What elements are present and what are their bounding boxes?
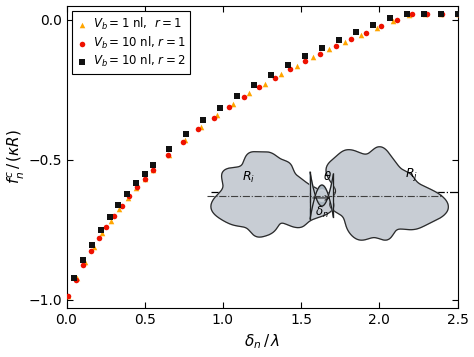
$V_b = 1$ nl,  $r = 1$	[406, 12, 413, 18]
X-axis label: $\delta_n \, / \, \lambda$: $\delta_n \, / \, \lambda$	[244, 333, 280, 351]
$V_b = 1$ nl,  $r = 1$	[293, 63, 301, 69]
$V_b = 10$ nl, $r = 1$	[393, 17, 401, 23]
$V_b = 1$ nl,  $r = 1$	[115, 206, 123, 212]
$V_b = 1$ nl,  $r = 1$	[261, 81, 269, 86]
$V_b = 1$ nl,  $r = 1$	[181, 137, 189, 143]
$V_b = 10$ nl, $r = 1$	[87, 248, 95, 254]
$V_b = 10$ nl, $r = 2$	[182, 131, 190, 137]
Legend: $V_b = 1$ nl,  $r = 1$, $V_b = 10$ nl, $r = 1$, $V_b = 10$ nl, $r = 2$: $V_b = 1$ nl, $r = 1$, $V_b = 10$ nl, $r…	[73, 11, 190, 74]
$V_b = 10$ nl, $r = 2$	[454, 11, 461, 17]
$V_b = 10$ nl, $r = 2$	[217, 105, 224, 110]
$V_b = 1$ nl,  $r = 1$	[107, 218, 114, 223]
$V_b = 10$ nl, $r = 2$	[386, 15, 393, 21]
$V_b = 1$ nl,  $r = 1$	[141, 176, 148, 181]
$V_b = 10$ nl, $r = 2$	[267, 72, 275, 78]
$V_b = 1$ nl,  $r = 1$	[197, 125, 204, 130]
$V_b = 10$ nl, $r = 2$	[106, 215, 113, 220]
$V_b = 10$ nl, $r = 1$	[80, 262, 87, 268]
$V_b = 10$ nl, $r = 2$	[141, 171, 148, 176]
$V_b = 1$ nl,  $r = 1$	[132, 185, 140, 191]
$V_b = 1$ nl,  $r = 1$	[149, 167, 156, 173]
$V_b = 10$ nl, $r = 1$	[141, 176, 148, 181]
$V_b = 1$ nl,  $r = 1$	[64, 293, 72, 299]
$V_b = 1$ nl,  $r = 1$	[357, 32, 365, 37]
$V_b = 10$ nl, $r = 1$	[194, 126, 202, 132]
$V_b = 10$ nl, $r = 1$	[110, 213, 118, 219]
$V_b = 1$ nl,  $r = 1$	[90, 244, 98, 250]
$V_b = 1$ nl,  $r = 1$	[99, 230, 106, 236]
$V_b = 1$ nl,  $r = 1$	[82, 259, 89, 265]
$V_b = 10$ nl, $r = 1$	[133, 184, 141, 190]
$V_b = 10$ nl, $r = 1$	[118, 203, 126, 208]
$V_b = 10$ nl, $r = 1$	[126, 193, 133, 199]
$V_b = 10$ nl, $r = 2$	[200, 117, 207, 123]
$V_b = 10$ nl, $r = 1$	[362, 30, 370, 36]
$V_b = 10$ nl, $r = 1$	[64, 293, 72, 299]
$V_b = 10$ nl, $r = 2$	[335, 37, 343, 42]
$V_b = 10$ nl, $r = 2$	[71, 275, 78, 281]
$V_b = 10$ nl, $r = 2$	[166, 146, 173, 152]
$V_b = 1$ nl,  $r = 1$	[438, 11, 445, 17]
$V_b = 10$ nl, $r = 1$	[347, 36, 355, 42]
$V_b = 1$ nl,  $r = 1$	[390, 19, 397, 24]
$V_b = 10$ nl, $r = 1$	[255, 84, 263, 90]
$V_b = 10$ nl, $r = 2$	[352, 29, 360, 35]
$V_b = 10$ nl, $r = 1$	[332, 44, 339, 49]
$V_b = 10$ nl, $r = 2$	[369, 22, 376, 27]
$V_b = 10$ nl, $r = 1$	[423, 11, 431, 17]
$V_b = 10$ nl, $r = 2$	[437, 11, 444, 17]
$V_b = 10$ nl, $r = 1$	[408, 11, 416, 17]
$V_b = 10$ nl, $r = 1$	[271, 75, 278, 81]
$V_b = 1$ nl,  $r = 1$	[213, 112, 220, 118]
$V_b = 1$ nl,  $r = 1$	[341, 39, 349, 45]
Y-axis label: $f_n^c \, / \, (\kappa R)$: $f_n^c \, / \, (\kappa R)$	[6, 130, 27, 185]
$V_b = 10$ nl, $r = 1$	[301, 59, 309, 64]
$V_b = 10$ nl, $r = 2$	[284, 62, 292, 68]
$V_b = 10$ nl, $r = 2$	[79, 257, 87, 263]
$V_b = 10$ nl, $r = 1$	[210, 115, 218, 120]
$V_b = 10$ nl, $r = 2$	[403, 11, 410, 17]
$V_b = 10$ nl, $r = 2$	[132, 181, 140, 186]
$V_b = 10$ nl, $r = 1$	[164, 152, 172, 158]
$V_b = 10$ nl, $r = 1$	[286, 67, 293, 72]
$V_b = 1$ nl,  $r = 1$	[374, 25, 381, 31]
$V_b = 10$ nl, $r = 1$	[240, 94, 248, 99]
$V_b = 10$ nl, $r = 1$	[72, 277, 80, 283]
$V_b = 1$ nl,  $r = 1$	[73, 275, 81, 281]
$V_b = 10$ nl, $r = 2$	[420, 11, 428, 17]
$V_b = 1$ nl,  $r = 1$	[124, 195, 131, 201]
$V_b = 10$ nl, $r = 2$	[234, 93, 241, 99]
$V_b = 10$ nl, $r = 1$	[179, 139, 187, 145]
$V_b = 1$ nl,  $r = 1$	[325, 46, 333, 52]
$V_b = 1$ nl,  $r = 1$	[454, 11, 461, 17]
$V_b = 1$ nl,  $r = 1$	[229, 101, 237, 107]
$V_b = 10$ nl, $r = 2$	[318, 45, 326, 51]
$V_b = 10$ nl, $r = 1$	[438, 11, 446, 17]
$V_b = 10$ nl, $r = 1$	[95, 236, 102, 241]
$V_b = 10$ nl, $r = 1$	[454, 11, 461, 17]
$V_b = 1$ nl,  $r = 1$	[245, 91, 253, 96]
$V_b = 1$ nl,  $r = 1$	[165, 152, 173, 157]
$V_b = 10$ nl, $r = 2$	[149, 162, 156, 168]
$V_b = 10$ nl, $r = 1$	[317, 51, 324, 56]
$V_b = 10$ nl, $r = 2$	[301, 54, 309, 59]
$V_b = 1$ nl,  $r = 1$	[421, 11, 429, 17]
$V_b = 10$ nl, $r = 1$	[149, 167, 156, 173]
$V_b = 1$ nl,  $r = 1$	[277, 71, 285, 77]
$V_b = 10$ nl, $r = 2$	[250, 82, 258, 88]
$V_b = 1$ nl,  $r = 1$	[309, 55, 317, 60]
$V_b = 10$ nl, $r = 2$	[97, 227, 105, 233]
$V_b = 10$ nl, $r = 2$	[123, 191, 131, 197]
$V_b = 10$ nl, $r = 2$	[88, 242, 96, 247]
$V_b = 10$ nl, $r = 1$	[225, 104, 233, 110]
$V_b = 10$ nl, $r = 2$	[115, 202, 122, 208]
$V_b = 10$ nl, $r = 1$	[102, 224, 110, 230]
$V_b = 10$ nl, $r = 1$	[377, 23, 385, 29]
